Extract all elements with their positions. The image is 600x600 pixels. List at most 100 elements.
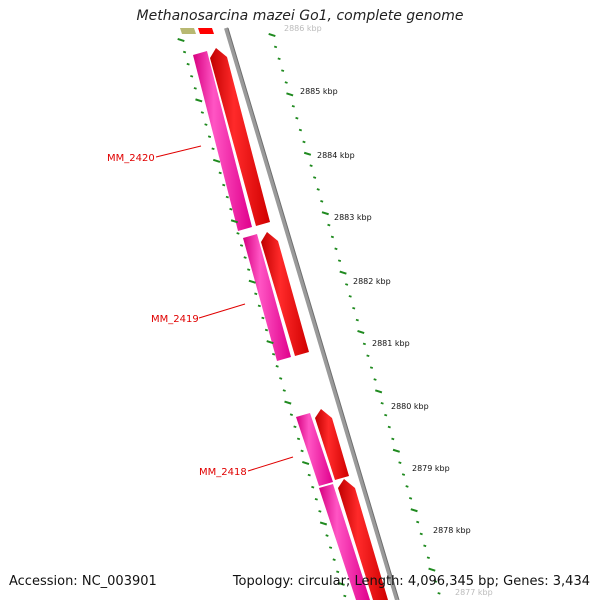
minor-tick <box>225 195 229 199</box>
minor-tick <box>362 342 366 346</box>
gene-partial-olive <box>180 28 196 34</box>
minor-tick <box>309 164 313 167</box>
gene-mm2420[interactable] <box>193 48 270 231</box>
major-tick <box>268 32 276 38</box>
minor-tick <box>334 247 338 251</box>
gene-label-mm2418[interactable]: MM_2418 <box>199 467 247 478</box>
minor-tick <box>291 105 295 108</box>
minor-tick <box>332 558 336 561</box>
ruler-label: 2884 kbp <box>317 151 355 160</box>
minor-tick <box>200 111 204 114</box>
minor-tick <box>311 485 315 489</box>
minor-tick <box>254 292 258 296</box>
minor-tick <box>316 188 320 191</box>
leader-mm2420 <box>155 145 202 158</box>
minor-tick <box>369 366 374 369</box>
minor-tick <box>384 413 388 417</box>
minor-tick <box>222 183 226 187</box>
genome-summary: Topology: circular; Length: 4,096,345 bp… <box>232 574 590 589</box>
minor-tick <box>313 176 317 179</box>
minor-tick <box>261 316 265 320</box>
gene-label-mm2420[interactable]: MM_2420 <box>107 153 155 164</box>
length-value: 4,096,345 bp <box>407 574 495 589</box>
major-tick <box>177 37 185 43</box>
minor-tick <box>211 147 215 151</box>
length-label: Length: <box>354 574 404 589</box>
minor-tick <box>426 556 430 559</box>
minor-tick <box>273 45 278 49</box>
major-tick <box>303 151 312 156</box>
gene-mm2420-red <box>210 48 270 226</box>
minor-tick <box>328 546 333 549</box>
minor-tick <box>405 485 409 488</box>
gene-mm2418[interactable] <box>296 409 388 600</box>
minor-tick <box>318 510 322 513</box>
minor-tick <box>186 62 190 66</box>
gene-mm2418-pink-b <box>319 484 370 600</box>
minor-tick <box>257 304 261 308</box>
minor-tick <box>437 592 441 595</box>
genes-label: Genes: <box>503 574 549 589</box>
minor-tick <box>314 498 318 501</box>
gene-mm2419[interactable] <box>243 232 309 361</box>
minor-tick <box>243 256 247 259</box>
minor-tick <box>229 207 233 211</box>
minor-tick <box>302 140 306 144</box>
minor-tick <box>401 473 406 476</box>
gene-mm2419-red <box>261 232 309 356</box>
ruler-label: 2883 kbp <box>334 213 372 222</box>
gene-mm2420-pink <box>193 51 252 231</box>
outer-tick-track <box>268 32 441 595</box>
minor-tick <box>281 69 285 72</box>
minor-tick <box>289 413 293 416</box>
major-tick <box>357 329 365 335</box>
major-tick <box>374 389 383 394</box>
minor-tick <box>236 232 240 235</box>
ruler-label: 2879 kbp <box>412 464 450 473</box>
major-tick <box>286 92 294 97</box>
minor-tick <box>408 497 413 500</box>
minor-tick <box>366 354 370 358</box>
gene-label-mm2419[interactable]: MM_2419 <box>151 314 199 325</box>
minor-tick <box>207 135 212 138</box>
ruler-label: 2877 kbp <box>455 588 493 597</box>
major-tick <box>284 400 292 405</box>
minor-tick <box>337 259 342 262</box>
accession-label: Accession: <box>9 574 78 589</box>
minor-tick <box>348 295 352 298</box>
major-tick <box>212 158 221 163</box>
minor-tick <box>352 306 356 310</box>
minor-tick <box>282 389 286 392</box>
ruler-label: 2886 kbp <box>284 24 322 33</box>
minor-tick <box>355 318 359 322</box>
minor-tick <box>343 594 347 598</box>
major-tick <box>195 98 203 103</box>
minor-tick <box>307 473 311 477</box>
ruler-label: 2880 kbp <box>391 402 429 411</box>
major-tick <box>302 461 310 466</box>
gene-mm2418-red-b <box>338 479 388 600</box>
ruler-label: 2878 kbp <box>433 526 471 535</box>
accession-info: Accession: NC_003901 <box>9 574 157 589</box>
minor-tick <box>296 437 301 441</box>
gene-mm2418-pink-a <box>296 413 333 486</box>
major-tick <box>319 521 328 526</box>
minor-tick <box>373 378 377 381</box>
gene-mm2419-pink <box>243 234 291 361</box>
minor-tick <box>295 116 299 120</box>
minor-tick <box>218 171 222 175</box>
minor-tick <box>336 570 340 574</box>
inner-tick-track <box>177 37 347 598</box>
major-tick <box>428 567 436 572</box>
minor-tick <box>264 328 269 332</box>
major-tick <box>321 211 329 216</box>
minor-tick <box>433 580 438 583</box>
leader-mm2418 <box>247 456 294 472</box>
minor-tick <box>325 534 329 537</box>
gene-partial-red-top <box>198 28 214 34</box>
minor-tick <box>345 283 349 286</box>
minor-tick <box>190 74 194 78</box>
ruler-label: 2881 kbp <box>372 339 410 348</box>
gene-mm2418-red-a <box>315 409 349 480</box>
topology-label: Topology: <box>232 574 294 589</box>
